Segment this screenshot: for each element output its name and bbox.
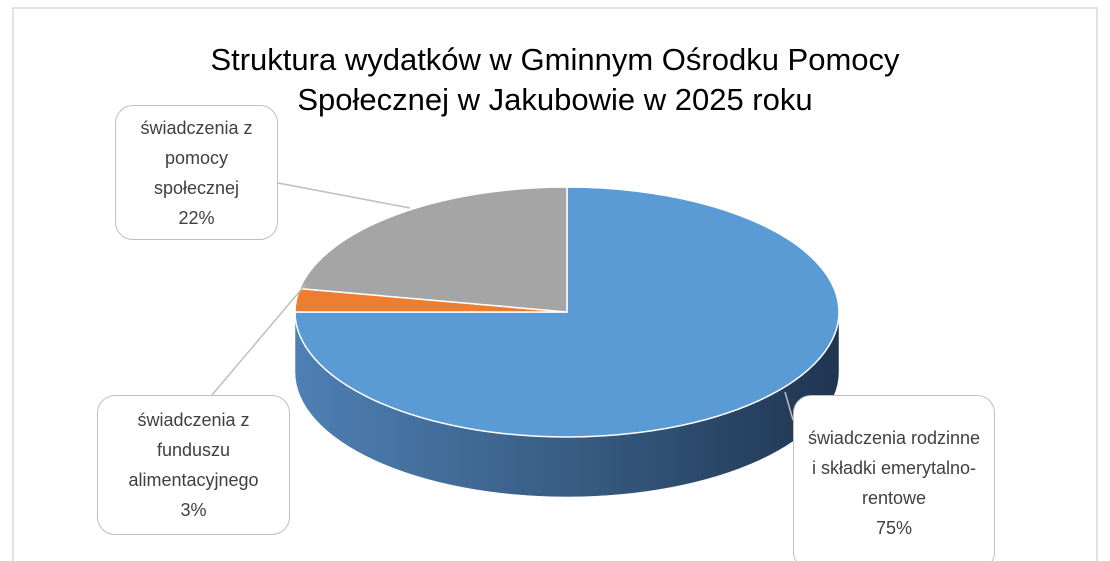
value-label: 22%	[178, 207, 215, 228]
value-label: 3%	[180, 500, 207, 520]
data-label: świadczenia z pomocy społecznej 22%	[115, 105, 278, 240]
leader-line	[784, 391, 794, 421]
category-label: świadczenia z pomocy społecznej	[140, 117, 253, 198]
category-label: świadczenia z funduszu alimentacyjnego	[128, 410, 259, 490]
pie-slice	[294, 186, 840, 438]
data-label: świadczenia rodzinne i składki emerytaln…	[793, 395, 995, 561]
pie-top	[294, 186, 840, 438]
chart-frame	[12, 7, 1098, 561]
leader-line	[277, 182, 411, 209]
data-label: świadczenia z funduszu alimentacyjnego 3%	[97, 395, 290, 535]
chart-title: Struktura wydatków w Gminnym Ośrodku Pom…	[210, 42, 900, 117]
category-label: świadczenia rodzinne i składki emerytaln…	[807, 427, 981, 508]
pie-slice	[298, 186, 568, 313]
leader-line	[211, 284, 306, 396]
value-label: 75%	[875, 517, 913, 538]
